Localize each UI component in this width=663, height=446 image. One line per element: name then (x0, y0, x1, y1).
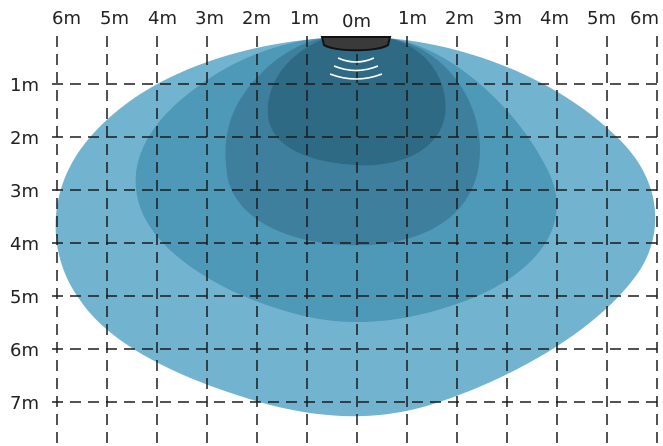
x-label: 6m (52, 8, 81, 29)
x-label: 2m (242, 8, 271, 29)
x-label: 0m (342, 11, 371, 32)
y-label: 2m (10, 128, 39, 149)
grid (52, 36, 663, 446)
sensor-icon (320, 36, 392, 52)
x-label: 1m (398, 8, 427, 29)
y-label: 4m (10, 234, 39, 255)
y-label: 7m (10, 393, 39, 414)
x-label: 3m (493, 8, 522, 29)
y-label: 6m (10, 340, 39, 361)
y-label: 3m (10, 181, 39, 202)
x-label: 5m (100, 8, 129, 29)
x-label: 5m (587, 8, 616, 29)
x-label: 4m (148, 8, 177, 29)
x-label: 6m (630, 8, 659, 29)
y-label: 5m (10, 287, 39, 308)
x-axis-labels: 6m 5m 4m 3m 2m 1m 0m 1m 2m 3m 4m 5m 6m (52, 8, 659, 32)
x-label: 4m (540, 8, 569, 29)
y-axis-labels: 1m 2m 3m 4m 5m 6m 7m (10, 75, 39, 414)
y-label: 1m (10, 75, 39, 96)
detection-zone-core (267, 38, 446, 166)
x-label: 3m (195, 8, 224, 29)
x-label: 2m (445, 8, 474, 29)
signal-waves-icon (329, 57, 383, 80)
x-label: 1m (290, 8, 319, 29)
